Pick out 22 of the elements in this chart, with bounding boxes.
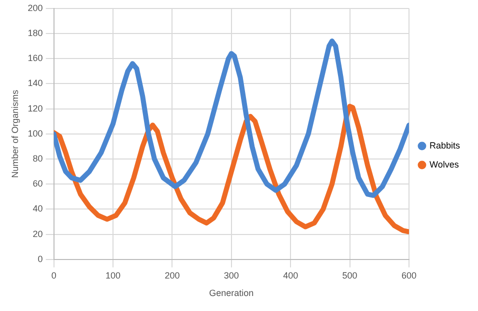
- y-tick-label: 20: [32, 228, 43, 239]
- y-tick-label: 40: [32, 204, 43, 214]
- y-tick-label: 100: [28, 128, 43, 138]
- y-tick-label: 60: [32, 178, 43, 189]
- x-tick-label: 0: [51, 270, 56, 280]
- y-tick-label: 180: [28, 28, 43, 38]
- legend-label: Wolves: [429, 159, 460, 170]
- y-tick-label: 0: [38, 254, 43, 264]
- y-tick-label: 160: [28, 53, 43, 64]
- x-axis-title: Generation: [209, 288, 254, 298]
- x-tick-label: 500: [342, 270, 358, 280]
- y-tick-label: 120: [28, 103, 43, 114]
- legend-label: Rabbits: [429, 140, 460, 150]
- x-tick-label: 100: [105, 270, 121, 280]
- y-axis-title: Number of Organisms: [10, 89, 20, 178]
- x-tick-label: 400: [283, 270, 298, 280]
- x-tick-label: 600: [401, 270, 416, 280]
- y-tick-label: 140: [28, 78, 43, 88]
- x-tick-label: 300: [224, 270, 239, 280]
- x-tick-label: 200: [164, 270, 180, 280]
- y-tick-label: 200: [28, 2, 43, 13]
- y-tick-label: 80: [32, 153, 43, 164]
